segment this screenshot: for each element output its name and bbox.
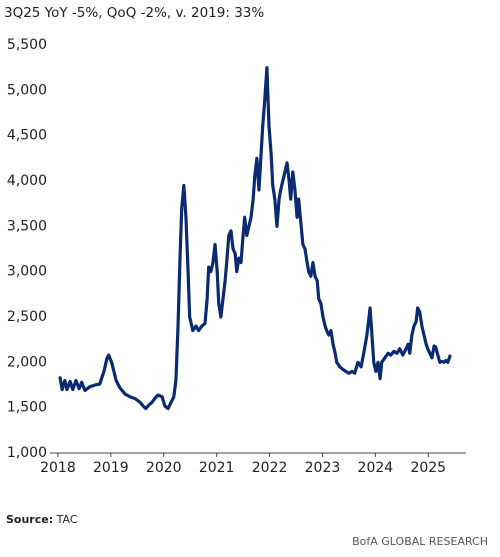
y-tick-label: 3,500 xyxy=(7,218,47,234)
y-tick-label: 2,500 xyxy=(7,309,47,325)
x-tick-label: 2021 xyxy=(199,460,235,476)
x-tick-label: 2023 xyxy=(305,460,341,476)
y-tick-label: 5,500 xyxy=(7,37,47,53)
source-text: TAC xyxy=(56,513,78,526)
x-tick-label: 2025 xyxy=(410,460,446,476)
x-tick-label: 2022 xyxy=(252,460,288,476)
footer: BofA GLOBAL RESEARCH xyxy=(352,535,488,548)
line-series xyxy=(58,66,452,411)
x-tick-label: 2020 xyxy=(146,460,182,476)
y-tick-label: 1,000 xyxy=(7,445,47,461)
source: Source: TAC xyxy=(6,513,78,526)
source-label: Source: xyxy=(6,513,53,526)
y-tick-label: 5,000 xyxy=(7,82,47,98)
y-tick-label: 2,000 xyxy=(7,354,47,370)
y-tick-label: 4,500 xyxy=(7,128,47,144)
y-tick-label: 4,000 xyxy=(7,173,47,189)
y-tick-label: 1,500 xyxy=(7,400,47,416)
x-tick-label: 2024 xyxy=(358,460,394,476)
y-tick-label: 3,000 xyxy=(7,264,47,280)
x-tick-label: 2019 xyxy=(93,460,129,476)
chart-title: 3Q25 YoY -5%, QoQ -2%, v. 2019: 33% xyxy=(4,5,264,21)
x-tick-label: 2018 xyxy=(40,460,76,476)
